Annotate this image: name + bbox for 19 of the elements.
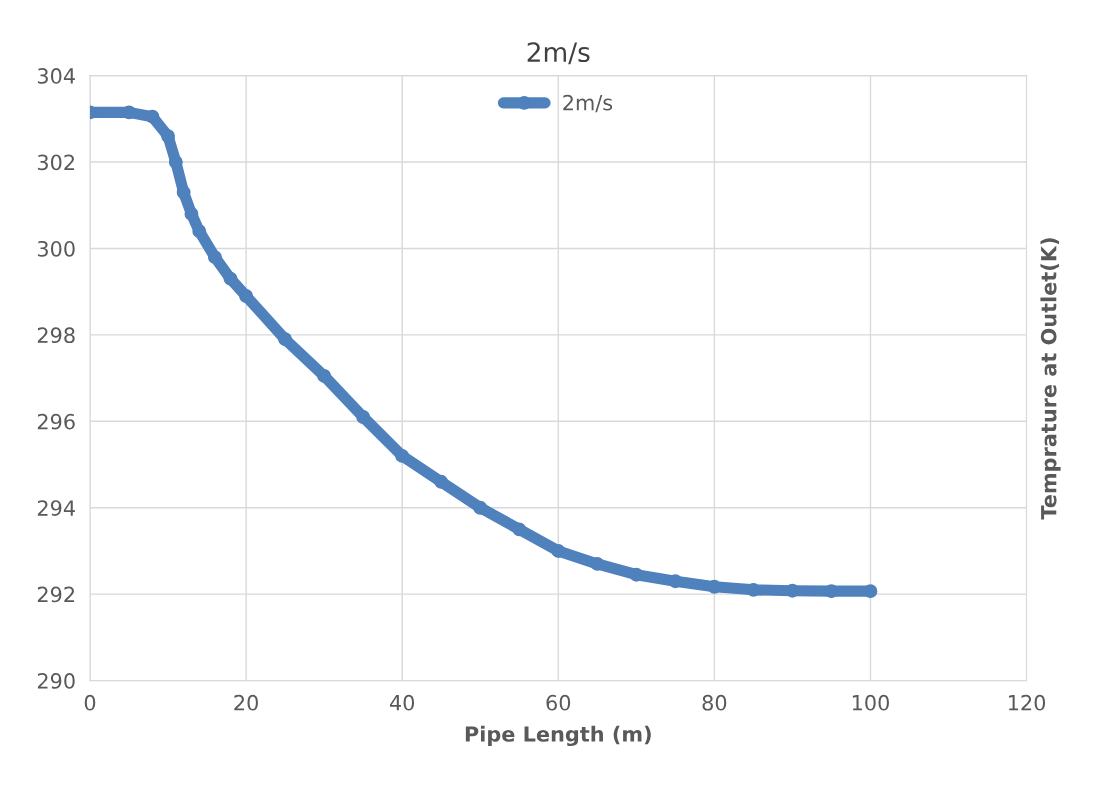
y-tick-label: 300 bbox=[37, 240, 75, 257]
y-tick-label: 296 bbox=[37, 413, 75, 430]
y-axis-title: Temprature at Outlet(K) bbox=[1040, 238, 1061, 520]
chart-title: 2m/s bbox=[527, 42, 590, 65]
x-tick-label: 80 bbox=[702, 694, 727, 711]
y-tick-label: 290 bbox=[37, 673, 75, 689]
x-tick-label: 40 bbox=[389, 694, 415, 711]
x-axis-title: Pipe Length (m) bbox=[465, 725, 651, 747]
x-tick-label: 60 bbox=[546, 694, 571, 711]
legend-label: 2m/s bbox=[563, 94, 613, 113]
x-tick-label: 100 bbox=[852, 694, 889, 711]
y-tick-label: 292 bbox=[37, 586, 75, 603]
y-tick-label: 304 bbox=[37, 68, 75, 84]
x-tick-label: 0 bbox=[84, 694, 96, 711]
y-tick-label: 298 bbox=[37, 327, 75, 344]
x-tick-label: 120 bbox=[1008, 694, 1046, 711]
y-tick-label: 294 bbox=[37, 500, 75, 516]
y-tick-label: 302 bbox=[37, 154, 75, 171]
x-tick-label: 20 bbox=[234, 694, 258, 711]
